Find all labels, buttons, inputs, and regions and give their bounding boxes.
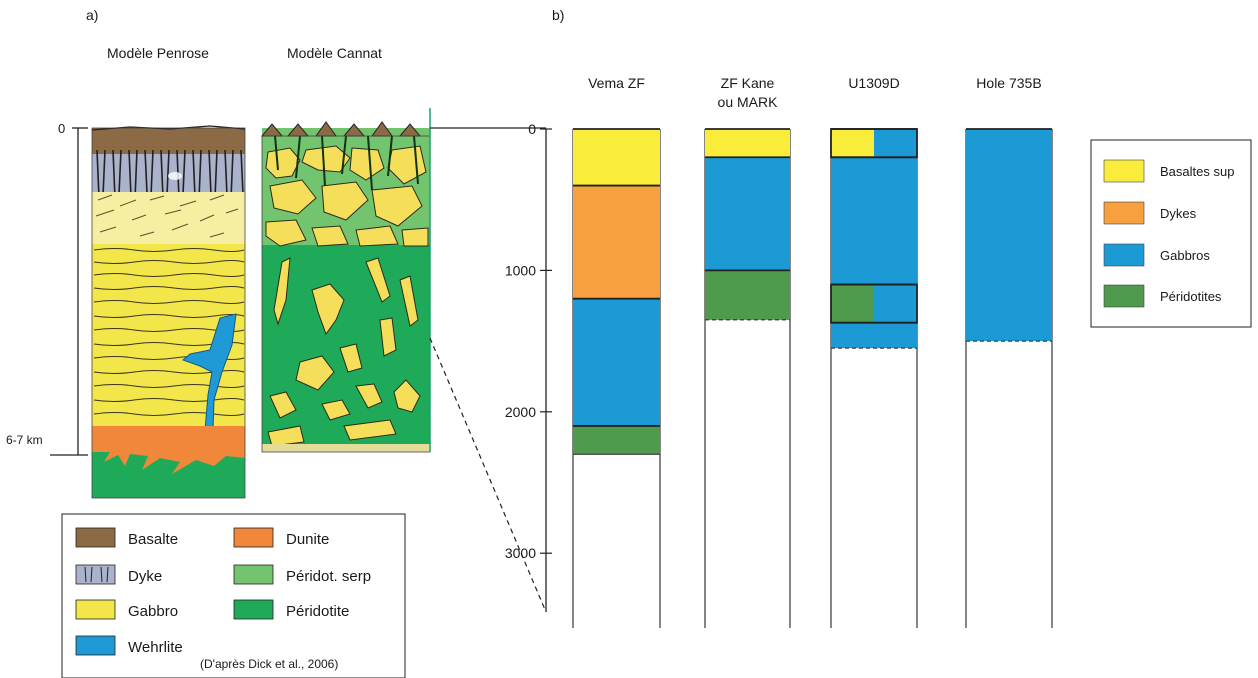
segment-peridotites	[831, 284, 874, 323]
penrose-column	[92, 128, 245, 498]
legend-swatch-dunite	[233, 527, 274, 548]
segment-gabbros	[874, 129, 917, 158]
segment-frame	[830, 128, 918, 159]
penrose-wehrlite-intrusion	[182, 313, 237, 431]
legend-b: Basaltes sup Dykes Gabbros Péridotites	[1090, 139, 1252, 328]
legend-b-swatch-peridotites	[1103, 284, 1145, 308]
axis-b-tick-label: 3000	[505, 545, 536, 561]
legend-label-dunite: Dunite	[286, 531, 329, 548]
legend-label-basalte: Basalte	[128, 531, 178, 548]
depth-label-top: 0	[58, 121, 65, 136]
segment-frame	[830, 283, 918, 324]
legend-label-wehrlite: Wehrlite	[128, 639, 183, 656]
depth-axis-b: 0 1000 2000 3000	[505, 121, 552, 612]
legend-dyke-pattern	[84, 566, 109, 583]
panel-b-label: b)	[552, 7, 564, 23]
segment-dykes	[573, 185, 660, 299]
segment-peridotites	[705, 270, 790, 320]
penrose-dunite-layer	[92, 426, 245, 452]
column-name: ZF Kane	[721, 75, 775, 91]
model-penrose-title: Modèle Penrose	[107, 45, 209, 61]
segment-gabbros	[966, 129, 1052, 342]
axis-b-tick-label: 2000	[505, 404, 536, 420]
legend-swatch-wehrlite	[75, 635, 116, 656]
axis-b-tick-label: 0	[528, 121, 536, 137]
legend-swatch-peridot-serp	[233, 564, 274, 585]
legend-swatch-gabbro	[75, 599, 116, 620]
legend-label-dyke: Dyke	[128, 568, 162, 585]
legend-b-label-basaltes: Basaltes sup	[1160, 164, 1234, 179]
segment-peridotites	[573, 425, 660, 455]
legend-label-peridotite: Péridotite	[286, 603, 349, 620]
credit-text: (D'après Dick et al., 2006)	[200, 657, 338, 671]
segment-gabbros	[831, 157, 917, 285]
segment-gabbros	[874, 284, 917, 323]
legend-b-swatch-gabbros	[1103, 243, 1145, 267]
cannat-gabbro-bodies-upper	[265, 145, 429, 247]
penrose-dyke-blob	[168, 172, 182, 180]
segment-basaltes	[573, 129, 660, 186]
penrose-dyke-lines	[96, 149, 244, 200]
legend-swatch-basalte	[75, 527, 116, 548]
cannat-dark-veins	[274, 135, 419, 191]
segment-gabbros	[831, 322, 917, 349]
segment-gabbros	[705, 157, 790, 271]
segment-basaltes	[831, 129, 874, 158]
column-name: ou MARK	[718, 94, 779, 110]
cannat-column	[262, 128, 430, 452]
legend-label-peridot-serp: Péridot. serp	[286, 568, 371, 585]
column-name: Vema ZF	[588, 75, 645, 91]
panel-a-label: a)	[86, 7, 98, 23]
legend-swatch-peridotite	[233, 599, 274, 620]
penrose-dunite-veins	[92, 452, 245, 474]
legend-swatch-dyke	[75, 564, 116, 585]
column-name: Hole 735B	[976, 75, 1041, 91]
legend-a: Basalte Dyke Gabbro Wehrlite Dunite Péri…	[61, 513, 406, 678]
borehole-columns: Vema ZF ZF Kane ou MARK U1309D Hole 735B	[572, 75, 1053, 628]
cannat-gabbro-bodies-lower	[267, 257, 421, 447]
legend-b-label-gabbros: Gabbros	[1160, 248, 1210, 263]
legend-a-box	[61, 513, 406, 678]
cannat-base-strip	[262, 444, 430, 452]
penrose-upper-gabbro	[92, 192, 245, 244]
legend-label-gabbro: Gabbro	[128, 603, 178, 620]
penrose-outline	[91, 127, 246, 499]
segment-gabbros	[573, 298, 660, 426]
legend-b-swatch-basaltes	[1103, 159, 1145, 183]
segment-basaltes	[705, 129, 790, 158]
connector-dashed-line	[429, 337, 547, 613]
legend-b-label-dykes: Dykes	[1160, 206, 1197, 221]
penrose-upper-gabbro-hatch	[95, 194, 239, 238]
column-name: U1309D	[848, 75, 899, 91]
legend-b-label-peridotites: Péridotites	[1160, 289, 1222, 304]
model-cannat-title: Modèle Cannat	[287, 45, 382, 61]
axis-b-tick-label: 1000	[505, 262, 536, 278]
legend-b-swatch-dykes	[1103, 201, 1145, 225]
depth-label-bottom: 6-7 km	[6, 433, 43, 447]
